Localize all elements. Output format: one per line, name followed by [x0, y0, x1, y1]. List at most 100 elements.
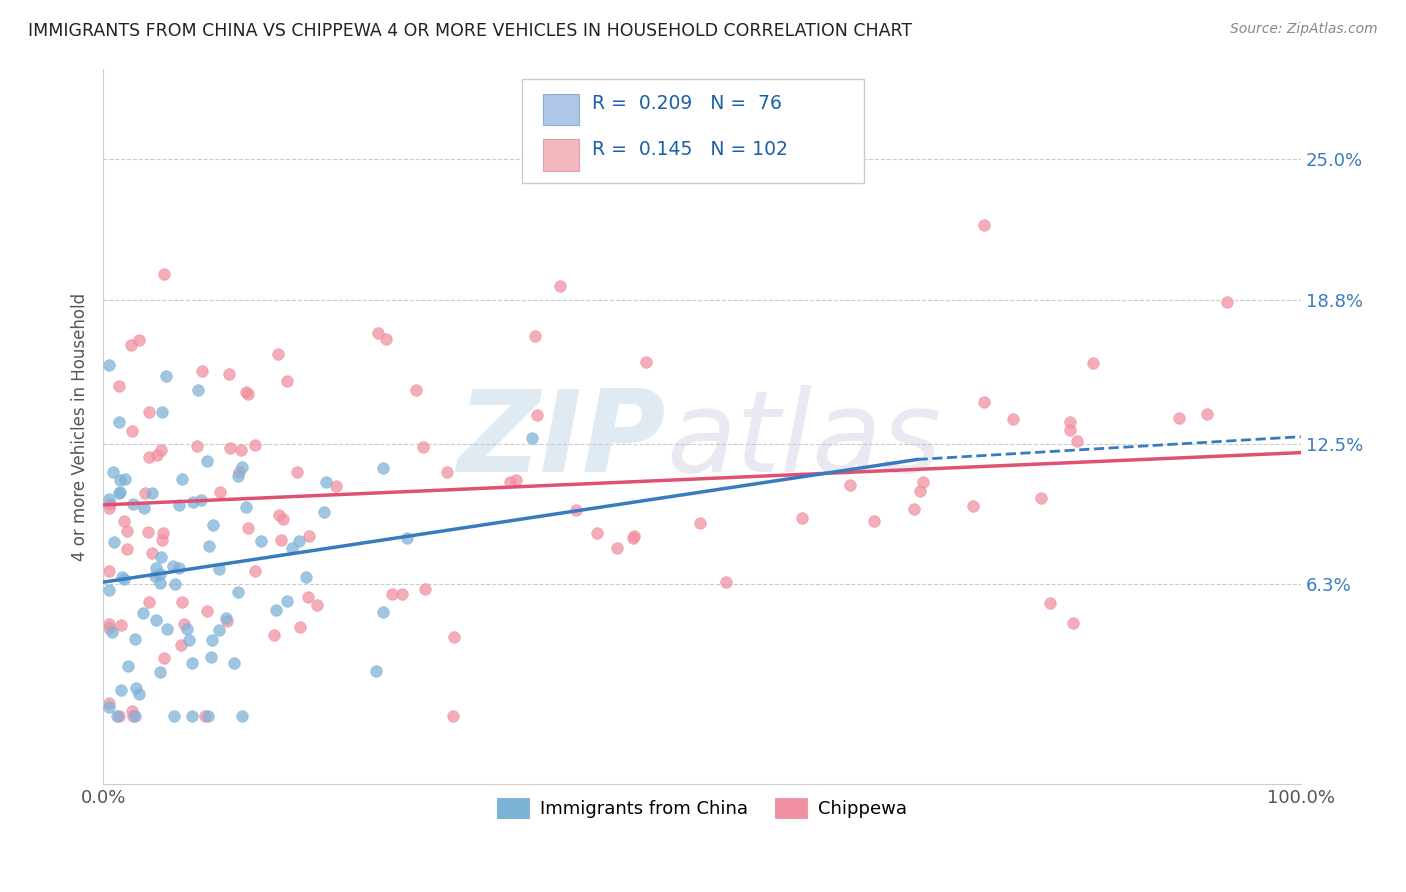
- Point: [526, 408, 548, 422]
- Point: [375, 332, 398, 346]
- Legend: Immigrants from China, Chippewa: Immigrants from China, Chippewa: [489, 791, 914, 825]
- Point: [269, 508, 291, 522]
- Point: [98, 700, 121, 714]
- Point: [367, 326, 389, 340]
- Point: [973, 394, 995, 409]
- Point: [163, 577, 186, 591]
- Point: [267, 346, 290, 360]
- Point: [215, 610, 238, 624]
- Point: [167, 560, 190, 574]
- Point: [98, 582, 121, 597]
- Point: [195, 605, 218, 619]
- Point: [195, 454, 218, 468]
- Point: [373, 605, 395, 619]
- Point: [149, 576, 172, 591]
- Point: [169, 638, 191, 652]
- Point: [108, 484, 131, 499]
- Point: [250, 534, 273, 549]
- Point: [413, 582, 436, 597]
- Point: [110, 683, 132, 698]
- Point: [792, 511, 814, 525]
- Point: [120, 338, 142, 352]
- Point: [499, 475, 522, 489]
- Point: [298, 529, 321, 543]
- FancyBboxPatch shape: [543, 94, 579, 125]
- Point: [181, 494, 204, 508]
- Point: [156, 622, 179, 636]
- Point: [107, 379, 129, 393]
- Point: [1195, 407, 1218, 421]
- Point: [180, 656, 202, 670]
- Point: [1059, 415, 1081, 429]
- Point: [101, 465, 124, 479]
- Point: [1216, 295, 1239, 310]
- Text: IMMIGRANTS FROM CHINA VS CHIPPEWA 4 OR MORE VEHICLES IN HOUSEHOLD CORRELATION CH: IMMIGRANTS FROM CHINA VS CHIPPEWA 4 OR M…: [28, 22, 912, 40]
- Point: [150, 405, 173, 419]
- Point: [586, 525, 609, 540]
- Point: [215, 614, 238, 628]
- Point: [114, 472, 136, 486]
- Point: [98, 621, 121, 635]
- Point: [243, 438, 266, 452]
- Point: [689, 516, 711, 530]
- Point: [155, 368, 177, 383]
- Point: [295, 570, 318, 584]
- Point: [231, 709, 253, 723]
- Point: [136, 525, 159, 540]
- Point: [98, 498, 121, 512]
- Point: [524, 328, 547, 343]
- Point: [138, 450, 160, 465]
- Point: [201, 633, 224, 648]
- Point: [973, 218, 995, 232]
- Point: [505, 473, 527, 487]
- Point: [209, 485, 232, 500]
- Point: [229, 443, 252, 458]
- Text: Source: ZipAtlas.com: Source: ZipAtlas.com: [1230, 22, 1378, 37]
- Point: [236, 520, 259, 534]
- Point: [1066, 434, 1088, 448]
- Text: atlas: atlas: [666, 385, 941, 496]
- Point: [149, 566, 172, 581]
- Point: [716, 574, 738, 589]
- Point: [1081, 356, 1104, 370]
- Point: [243, 564, 266, 578]
- FancyBboxPatch shape: [543, 139, 579, 170]
- Point: [172, 595, 194, 609]
- Point: [98, 501, 121, 516]
- Point: [1062, 615, 1084, 630]
- Point: [176, 622, 198, 636]
- Point: [315, 475, 337, 490]
- Point: [110, 617, 132, 632]
- Point: [903, 502, 925, 516]
- Point: [150, 550, 173, 565]
- Point: [264, 603, 287, 617]
- Point: [186, 439, 208, 453]
- Point: [167, 498, 190, 512]
- Point: [412, 441, 434, 455]
- Point: [197, 709, 219, 723]
- Point: [162, 709, 184, 723]
- Point: [236, 386, 259, 401]
- Point: [364, 664, 387, 678]
- Point: [1029, 491, 1052, 505]
- Point: [391, 586, 413, 600]
- Point: [148, 665, 170, 680]
- Point: [107, 415, 129, 429]
- Point: [838, 478, 860, 492]
- Point: [115, 542, 138, 557]
- Point: [117, 524, 139, 538]
- Point: [285, 465, 308, 479]
- Point: [112, 572, 135, 586]
- Point: [98, 696, 121, 710]
- Point: [962, 499, 984, 513]
- Point: [325, 479, 347, 493]
- Point: [443, 630, 465, 644]
- Point: [112, 514, 135, 528]
- Point: [138, 404, 160, 418]
- Point: [911, 475, 934, 490]
- Point: [128, 333, 150, 347]
- Point: [606, 541, 628, 555]
- Point: [218, 367, 240, 381]
- Point: [312, 505, 335, 519]
- Point: [198, 539, 221, 553]
